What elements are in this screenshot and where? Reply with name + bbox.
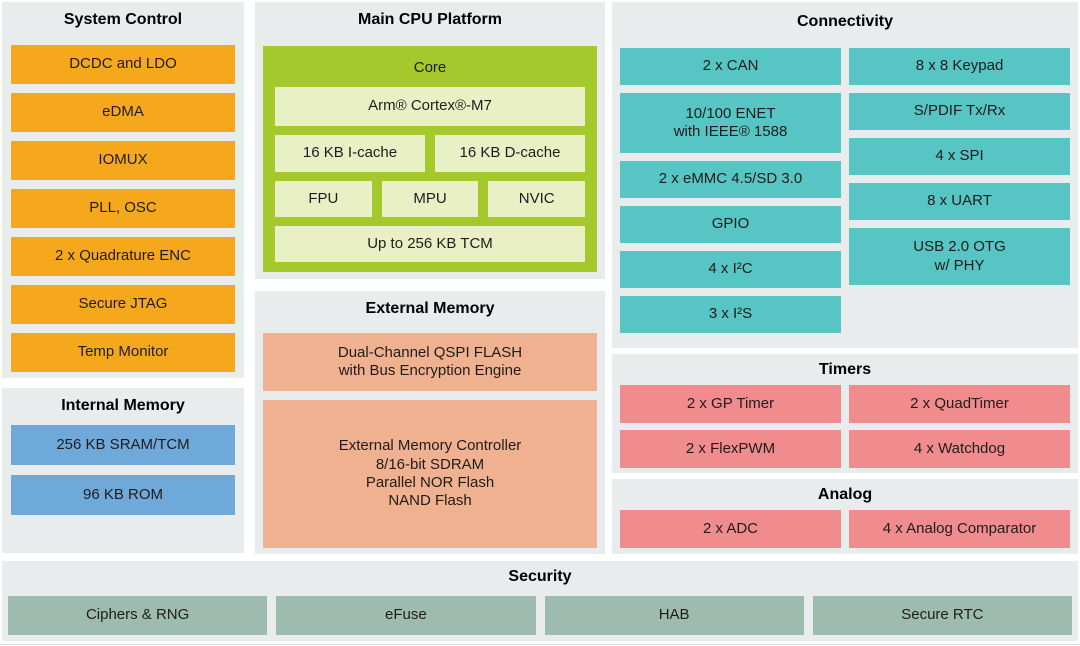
connectivity-columns: 2 x CAN 10/100 ENET with IEEE® 1588 2 x … — [620, 48, 1070, 333]
analog-block-row: 2 x ADC 4 x Analog Comparator — [620, 510, 1070, 548]
block-i2s: 3 x I²S — [620, 296, 841, 333]
internal-memory-block-list: 256 KB SRAM/TCM 96 KB ROM — [11, 425, 235, 515]
external-memory-title: External Memory — [365, 300, 495, 317]
block-icache: 16 KB I-cache — [275, 135, 425, 172]
panel-external-memory: External Memory Dual-Channel QSPI FLASH … — [255, 291, 605, 554]
internal-memory-title: Internal Memory — [61, 397, 185, 414]
block-usb-otg: USB 2.0 OTG w/ PHY — [849, 228, 1070, 285]
block-ciphers-rng: Ciphers & RNG — [8, 596, 268, 635]
panel-main-cpu-platform: Main CPU Platform Core Arm® Cortex®-M7 1… — [255, 2, 605, 279]
block-enet: 10/100 ENET with IEEE® 1588 — [620, 93, 841, 153]
block-pll-osc: PLL, OSC — [11, 189, 235, 228]
connectivity-right-column: 8 x 8 Keypad S/PDIF Tx/Rx 4 x SPI 8 x UA… — [849, 48, 1070, 333]
block-tcm: Up to 256 KB TCM — [275, 226, 585, 262]
block-qspi-flash: Dual-Channel QSPI FLASH with Bus Encrypt… — [263, 333, 597, 391]
block-nvic: NVIC — [488, 181, 586, 217]
block-cortex-m7: Arm® Cortex®-M7 — [275, 87, 585, 126]
block-quadtimer: 2 x QuadTimer — [849, 385, 1070, 423]
block-dcache: 16 KB D-cache — [435, 135, 585, 172]
block-uart: 8 x UART — [849, 183, 1070, 220]
block-iomux: IOMUX — [11, 141, 235, 180]
block-spi: 4 x SPI — [849, 138, 1070, 175]
block-emmc-sd: 2 x eMMC 4.5/SD 3.0 — [620, 161, 841, 198]
block-efuse: eFuse — [276, 596, 536, 635]
block-spdif: S/PDIF Tx/Rx — [849, 93, 1070, 130]
security-block-row: Ciphers & RNG eFuse HAB Secure RTC — [8, 596, 1072, 635]
timers-title: Timers — [818, 361, 872, 378]
main-cpu-title: Main CPU Platform — [357, 11, 502, 28]
external-memory-block-list: Dual-Channel QSPI FLASH with Bus Encrypt… — [263, 333, 597, 548]
timers-block-grid: 2 x GP Timer 2 x QuadTimer 2 x FlexPWM 4… — [620, 385, 1070, 468]
block-analog-comparator: 4 x Analog Comparator — [849, 510, 1070, 548]
block-keypad: 8 x 8 Keypad — [849, 48, 1070, 85]
block-hab: HAB — [544, 596, 804, 635]
panel-timers: Timers 2 x GP Timer 2 x QuadTimer 2 x Fl… — [612, 354, 1078, 473]
block-rom: 96 KB ROM — [11, 475, 235, 515]
core-container: Core Arm® Cortex®-M7 16 KB I-cache 16 KB… — [263, 46, 597, 272]
core-row-fpu-mpu-nvic: FPU MPU NVIC — [275, 181, 586, 217]
block-fpu: FPU — [275, 181, 372, 217]
system-control-title: System Control — [63, 11, 183, 28]
core-row-cpu: Arm® Cortex®-M7 — [275, 87, 585, 126]
block-quadrature-enc: 2 x Quadrature ENC — [11, 237, 235, 276]
block-adc: 2 x ADC — [620, 510, 841, 548]
block-flexpwm: 2 x FlexPWM — [620, 430, 841, 468]
analog-title: Analog — [817, 486, 873, 503]
block-dcdc-and-ldo: DCDC and LDO — [11, 45, 235, 84]
core-label: Core — [413, 59, 447, 76]
block-external-memory-controller: External Memory Controller 8/16-bit SDRA… — [263, 400, 597, 548]
panel-internal-memory: Internal Memory 256 KB SRAM/TCM 96 KB RO… — [2, 388, 244, 553]
panel-system-control: System Control DCDC and LDO eDMA IOMUX P… — [2, 2, 244, 378]
panel-connectivity: Connectivity 2 x CAN 10/100 ENET with IE… — [612, 2, 1078, 348]
block-gpio: GPIO — [620, 206, 841, 243]
connectivity-title: Connectivity — [796, 13, 893, 30]
block-gp-timer: 2 x GP Timer — [620, 385, 841, 423]
block-secure-jtag: Secure JTAG — [11, 285, 235, 324]
block-watchdog: 4 x Watchdog — [849, 430, 1070, 468]
system-control-block-list: DCDC and LDO eDMA IOMUX PLL, OSC 2 x Qua… — [11, 45, 235, 372]
block-temp-monitor: Temp Monitor — [11, 333, 235, 372]
panel-analog: Analog 2 x ADC 4 x Analog Comparator — [612, 479, 1078, 554]
block-i2c: 4 x I²C — [620, 251, 841, 288]
core-row-caches: 16 KB I-cache 16 KB D-cache — [275, 135, 585, 172]
block-secure-rtc: Secure RTC — [812, 596, 1072, 635]
connectivity-left-column: 2 x CAN 10/100 ENET with IEEE® 1588 2 x … — [620, 48, 841, 333]
block-can: 2 x CAN — [620, 48, 841, 85]
block-sram-tcm: 256 KB SRAM/TCM — [11, 425, 235, 465]
security-title: Security — [508, 568, 572, 585]
block-edma: eDMA — [11, 93, 235, 132]
bottom-divider — [0, 644, 1080, 645]
core-row-tcm: Up to 256 KB TCM — [275, 226, 585, 262]
block-mpu: MPU — [381, 181, 479, 217]
panel-security: Security Ciphers & RNG eFuse HAB Secure … — [2, 561, 1078, 641]
